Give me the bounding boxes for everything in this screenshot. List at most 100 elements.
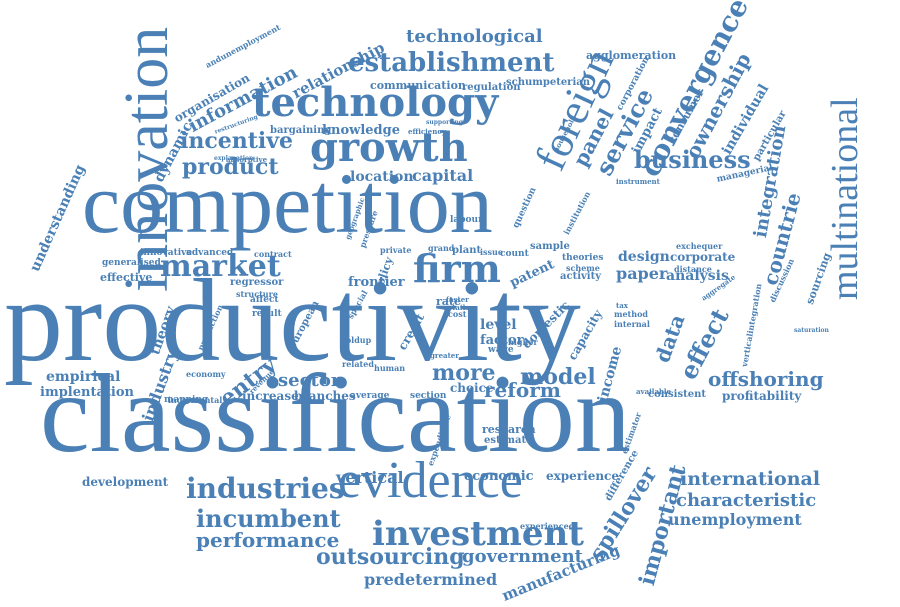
word-consistent: consistent — [648, 389, 706, 400]
word-activity: activity — [560, 271, 602, 282]
word-international: international — [680, 468, 821, 490]
word-supporting: supporting — [426, 119, 463, 126]
word-absorptive: absorptive — [226, 155, 268, 164]
word-explanation: explanation — [214, 155, 254, 162]
word-economic: economic — [464, 469, 534, 484]
word-model: model — [520, 364, 596, 390]
word-branches: branches — [294, 389, 356, 403]
word-profitability: profitability — [722, 389, 802, 403]
word-experience: experience — [546, 469, 619, 483]
word-saturation: saturation — [794, 327, 829, 334]
word-regressor: regressor — [230, 277, 284, 288]
word-establishment: establishment — [348, 48, 555, 78]
word-mapping: mapping — [164, 395, 209, 405]
word-corporate: corporate — [670, 250, 736, 264]
word-distance: distance — [674, 264, 712, 274]
word-experienced: experienced — [520, 521, 575, 531]
word-greater: greater — [430, 351, 459, 360]
word-available: available — [636, 387, 671, 396]
word-level: level — [480, 317, 517, 333]
word-location: location — [350, 169, 414, 185]
word-paper: paper — [616, 264, 668, 283]
word-growth: growth — [310, 124, 468, 171]
word-choice: choice — [450, 381, 494, 395]
word-evidence: evidence — [338, 452, 523, 509]
word-development: development — [82, 475, 169, 489]
word-factor: factor — [480, 333, 524, 348]
word-private: private — [380, 245, 412, 255]
word-incentive: incentive — [180, 128, 294, 154]
word-higher: higher — [508, 337, 538, 347]
word-method: method — [614, 309, 648, 319]
word-cost: cost — [448, 309, 467, 319]
word-research: research — [482, 423, 536, 436]
word-performance: performance — [196, 528, 340, 552]
word-grand: grand — [428, 243, 455, 253]
word-verticalintegration: verticalintegration — [739, 282, 764, 368]
word-effective: effective — [100, 271, 153, 284]
word-rate: rate — [436, 295, 462, 308]
word-theories: theories — [562, 253, 604, 263]
word-business: business — [634, 145, 751, 174]
word-andunemployment: andunemployment — [203, 21, 282, 70]
word-estimate: estimate — [484, 435, 533, 446]
word-sample: sample — [530, 241, 570, 252]
word-bargaining: bargaining — [270, 125, 332, 136]
word-multinational: multinational — [824, 97, 866, 300]
word-sector: sector — [278, 370, 341, 391]
word-competition: competition — [82, 155, 493, 251]
word-offshoring: offshoring — [708, 367, 824, 391]
word-incremental: incremental — [168, 395, 223, 405]
word-investment: investment — [372, 514, 584, 554]
word-technology: technology — [252, 79, 499, 126]
word-increase: increase — [242, 389, 299, 403]
word-incumbent: incumbent — [196, 504, 341, 533]
word-result: result — [252, 309, 282, 319]
word-advanced: advanced — [186, 248, 234, 258]
word-capital: capital — [412, 166, 474, 185]
word-holdup: holdup — [340, 335, 372, 345]
word-market: market — [160, 249, 281, 284]
word-wage: wage — [488, 345, 514, 355]
word-section: section — [410, 391, 447, 401]
word-implentation: implentation — [40, 385, 134, 400]
word-unemployment: unemployment — [668, 510, 802, 529]
word-frontier: frontier — [348, 275, 405, 290]
word-tax: tax — [616, 301, 628, 310]
word-generalised: generalised — [102, 258, 161, 268]
word-productivity: productivity — [4, 255, 581, 386]
word-instrument: instrument — [616, 177, 660, 186]
word-characteristic: characteristic — [676, 490, 817, 511]
word-related: related — [342, 359, 374, 369]
word-internal: internal — [614, 319, 650, 329]
word-technological: technological — [406, 26, 543, 47]
word-structure: structure — [236, 289, 278, 299]
word-knowledge: knowledge — [322, 123, 400, 138]
word-government: government — [462, 546, 583, 567]
word-industries: industries — [186, 472, 345, 505]
word-issue: issue — [480, 247, 503, 257]
word-firm: firm — [413, 246, 501, 291]
word-retail: retail — [444, 303, 466, 312]
word-design: design — [618, 249, 670, 265]
word-product: product — [182, 154, 279, 180]
word-count: count — [500, 249, 529, 259]
word-classification: classification — [40, 352, 631, 476]
word-labour: labour — [450, 215, 483, 225]
word-human: human — [374, 363, 406, 373]
word-contract: contract — [254, 249, 292, 259]
word-vertical: vertical — [336, 468, 404, 487]
word-more: more — [432, 360, 496, 386]
word-plant: plant — [452, 245, 482, 256]
word-exchequer: exchequer — [676, 241, 723, 251]
word-scheme: scheme — [566, 263, 600, 273]
word-predetermined: predetermined — [364, 570, 498, 589]
word-efficiency: efficiency — [408, 127, 446, 136]
word-empirical: empirical — [46, 369, 121, 385]
word-outsourcing: outsourcing — [316, 544, 465, 570]
word-reform: reform — [484, 378, 561, 402]
word-question: question — [511, 185, 539, 230]
word-institution: institution — [561, 189, 593, 237]
word-economy: economy — [186, 369, 226, 379]
